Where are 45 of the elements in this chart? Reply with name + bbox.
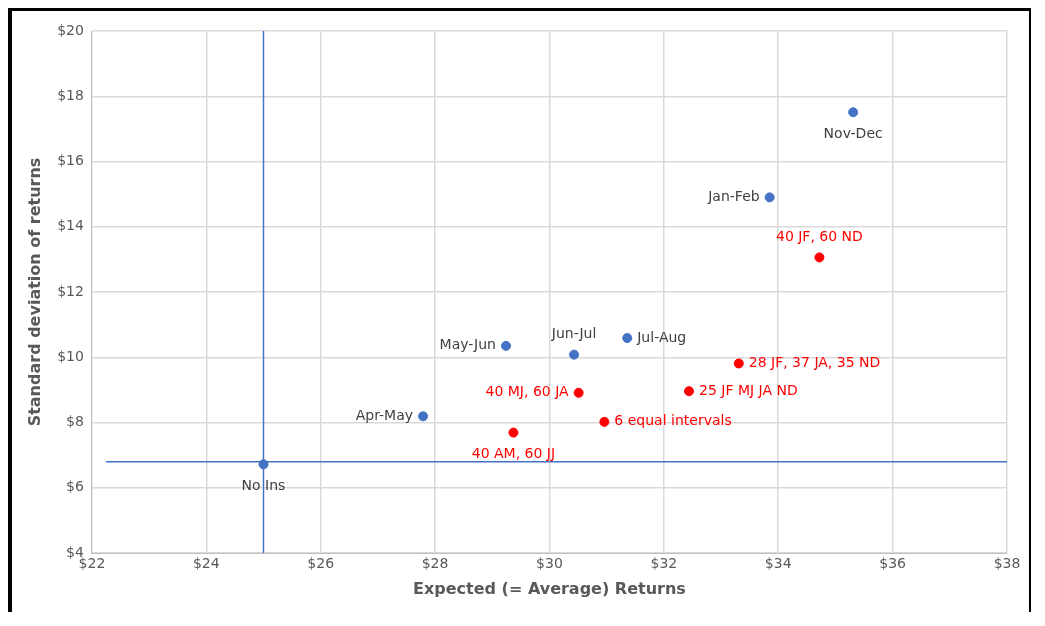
y-tick-label: $12 [57,282,84,299]
point [569,349,580,360]
point [848,107,859,118]
annotation: Jan-Feb [707,188,760,205]
annotation: Jul-Aug [636,328,687,345]
y-tick-label: $14 [57,217,84,234]
annotation: 40 MJ, 60 JA [485,383,570,400]
point [764,192,775,203]
x-tick-label: $34 [764,555,792,572]
annotation: 40 AM, 60 JJ [471,445,556,462]
point [418,411,429,422]
point [599,416,610,427]
x-axis-title: Expected (= Average) Returns [413,578,686,598]
y-tick-label: $16 [57,152,84,169]
y-tick-label: $18 [57,86,84,103]
x-tick-label: $26 [307,555,335,572]
annotation: No Ins [241,476,286,493]
point [814,252,825,263]
x-tick-label: $32 [650,555,678,572]
y-tick-label: $10 [57,347,84,364]
point [622,333,633,343]
annotation: 25 JF MJ JA ND [699,381,798,398]
annotation: Jun-Jul [550,325,597,342]
annotation: 40 JF, 60 ND [775,228,863,245]
x-tick-label: $30 [536,555,563,572]
x-tick-label: $38 [993,555,1021,572]
y-tick-label: $4 [66,543,84,560]
y-axis-title: Standard deviation of returns [24,157,44,427]
point [508,427,519,438]
point [501,340,511,351]
annotation: 28 JF, 37 JA, 35 ND [748,354,881,371]
annotation: May-Jun [439,336,496,353]
point [733,358,744,369]
y-tick-label: $8 [66,413,84,430]
point [258,459,269,470]
y-tick-label: $20 [57,21,84,38]
point [573,387,584,398]
point [684,386,695,397]
x-tick-label: $36 [879,555,907,572]
annotation: Nov-Dec [823,124,883,141]
y-tick-label: $6 [66,478,84,495]
annotation: 6 equal intervals [614,412,732,429]
annotation: Apr-May [355,406,414,423]
x-tick-label: $28 [421,555,449,572]
x-tick-label: $24 [192,555,220,572]
